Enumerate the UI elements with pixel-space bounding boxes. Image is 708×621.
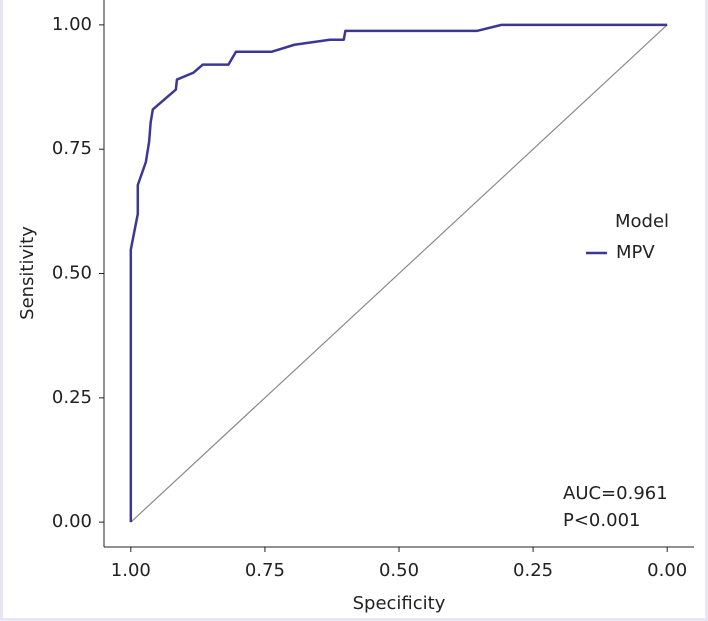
background <box>3 0 705 618</box>
y-tick-label: 0.25 <box>52 387 92 408</box>
x-tick-label: 0.00 <box>647 560 687 581</box>
x-tick-label: 0.75 <box>245 560 285 581</box>
x-axis-title: Specificity <box>353 593 446 614</box>
y-tick-label: 1.00 <box>52 14 92 35</box>
legend-title: Model <box>615 211 669 232</box>
roc-curve <box>129 23 668 523</box>
y-tick-label: 0.50 <box>52 263 92 284</box>
legend-label: MPV <box>616 242 655 263</box>
x-tick-label: 0.50 <box>379 560 419 581</box>
annotation: AUC=0.961 <box>563 483 668 504</box>
reference-line <box>130 24 668 523</box>
y-axis-title: Sensitivity <box>17 226 38 320</box>
x-tick-label: 0.25 <box>513 560 553 581</box>
y-tick-label: 0.75 <box>52 138 92 159</box>
y-tick-label: 0.00 <box>52 511 92 532</box>
x-tick-label: 1.00 <box>111 560 151 581</box>
annotation: P<0.001 <box>563 510 640 531</box>
